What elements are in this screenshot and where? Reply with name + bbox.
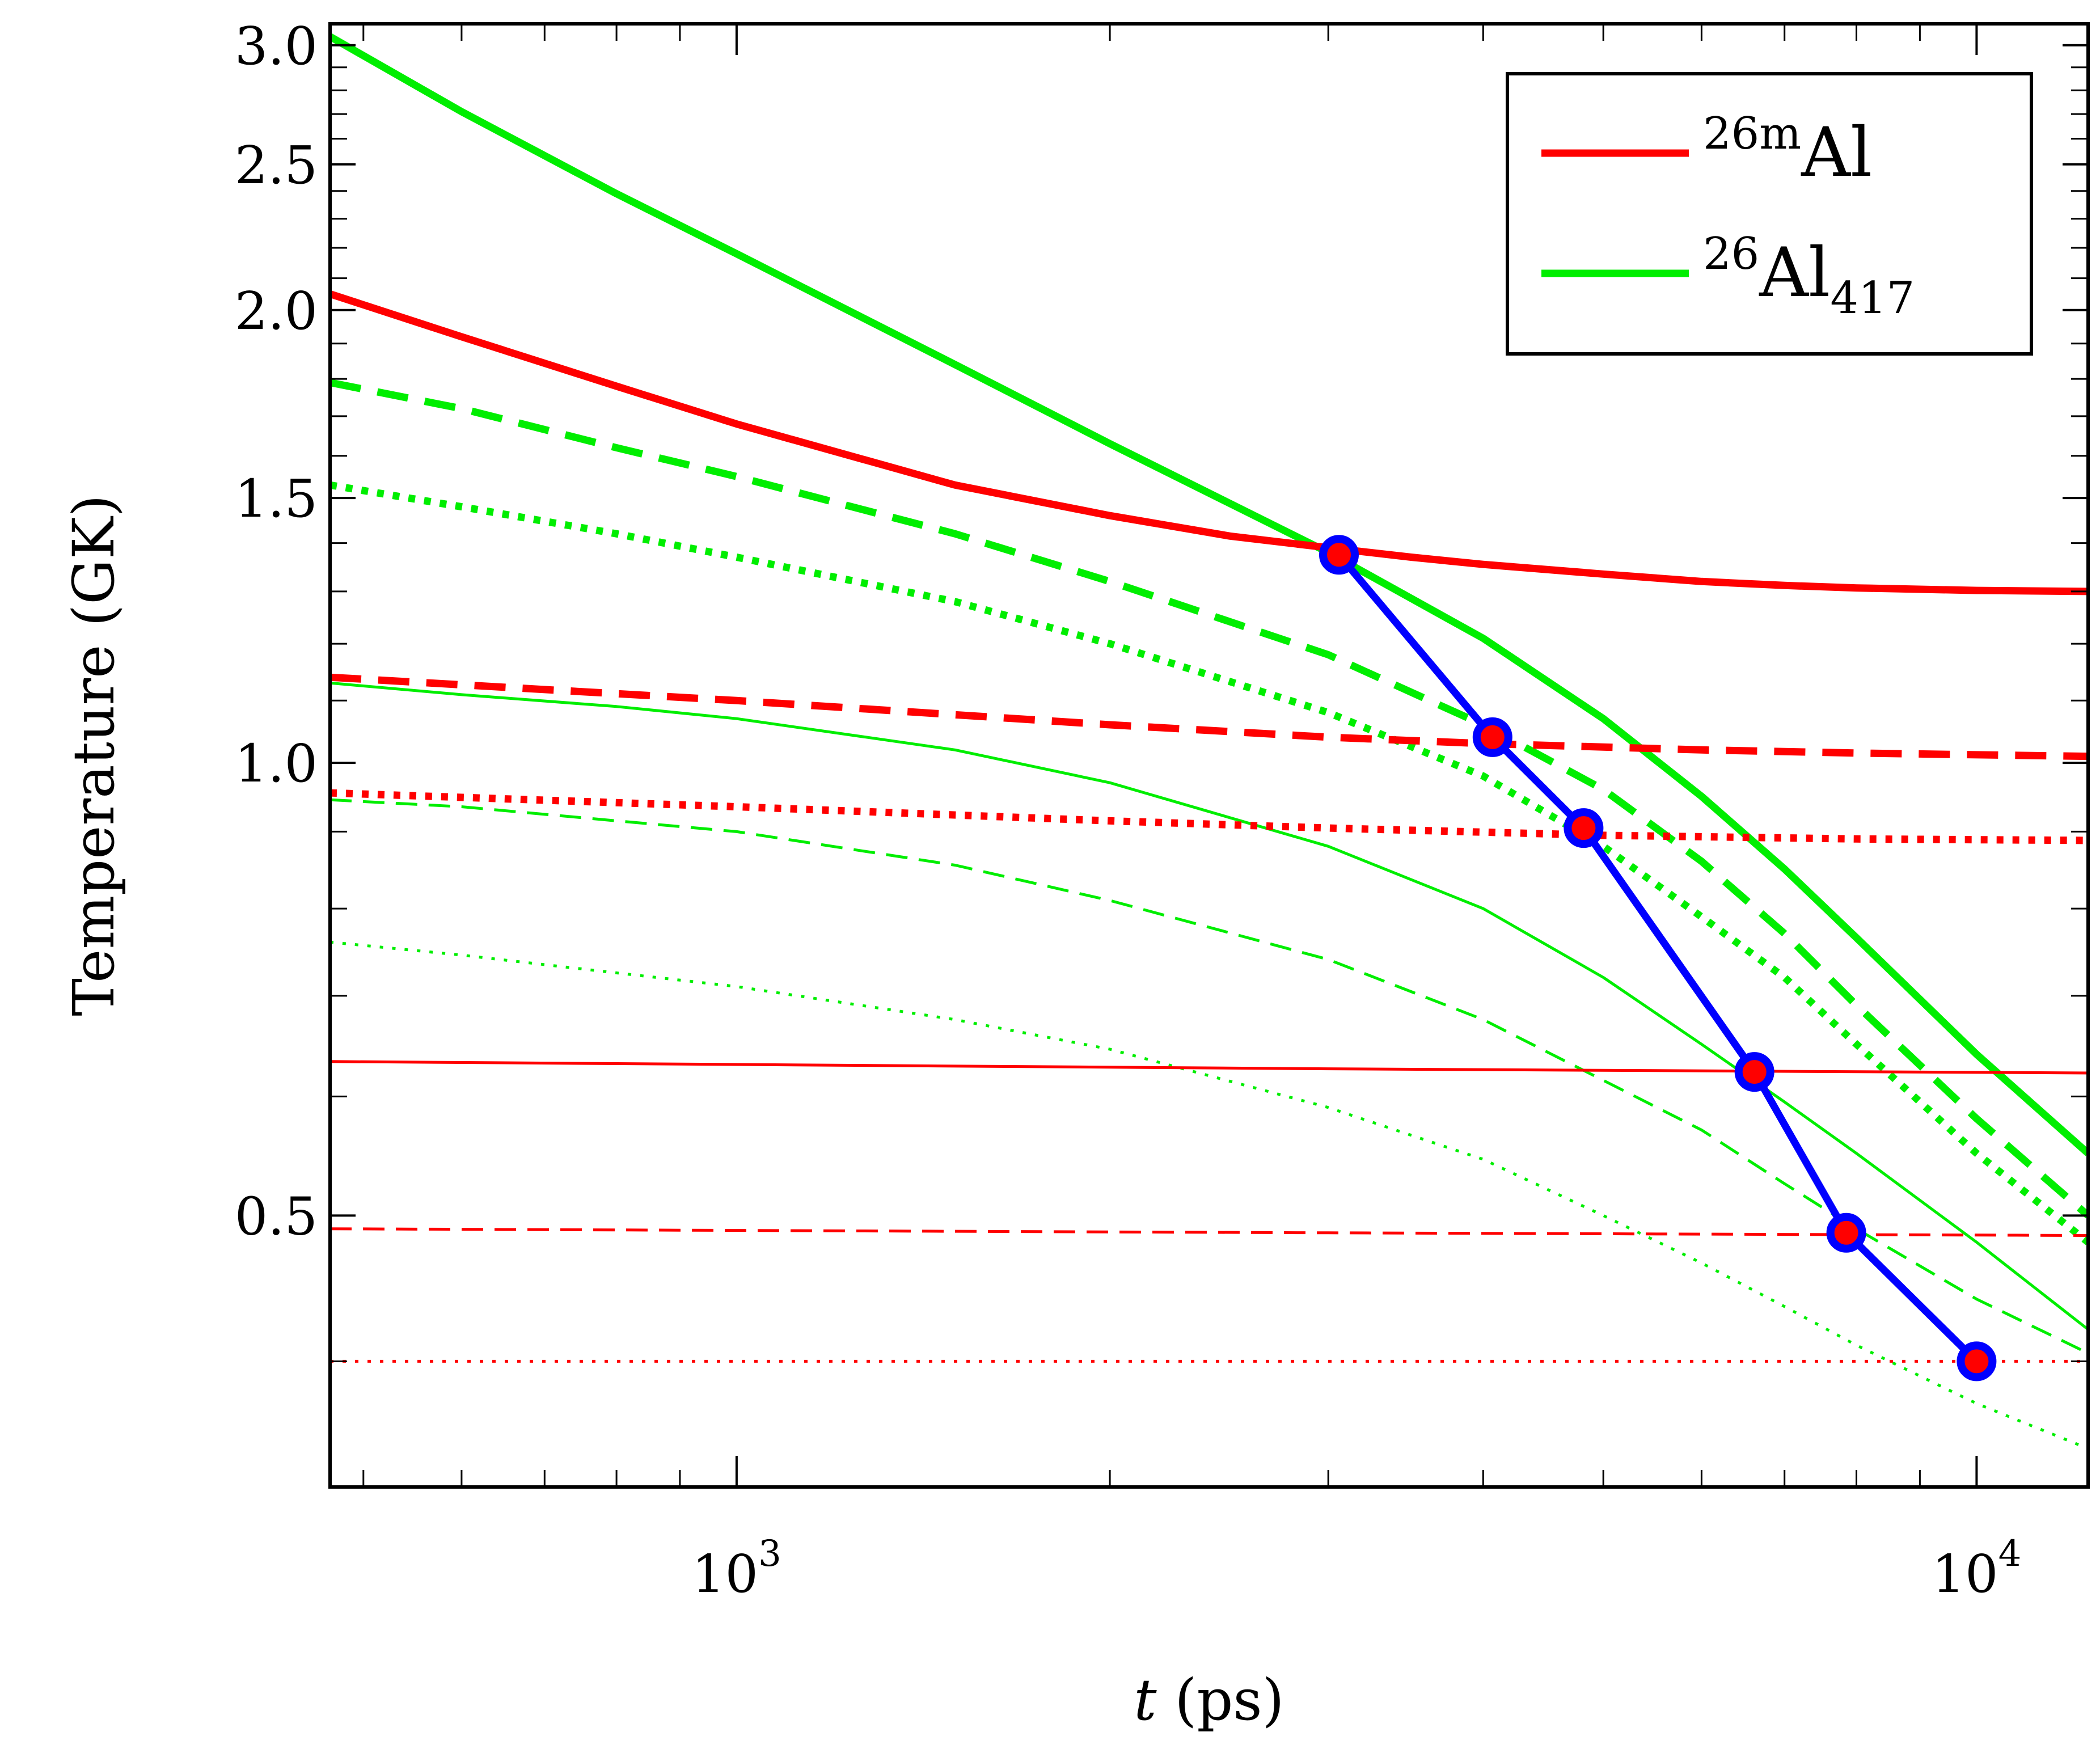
plot-frame [328, 22, 2090, 1489]
intersection-marker [1957, 1341, 1997, 1382]
legend-label-26Al417-superscript: 26 [1703, 229, 1759, 280]
x-tick-label: 104 [1932, 1533, 2022, 1604]
series-line-26mAl-3 [330, 789, 2088, 844]
legend-label-26mAl-element: Al [1801, 113, 1872, 192]
x-axis-variable: t [1134, 1667, 1157, 1733]
series-line-26Al417-1 [330, 33, 2088, 1156]
x-axis-label: t (ps) [1134, 1667, 1284, 1733]
series-line-26Al417-2 [330, 379, 2088, 1219]
legend-label-26Al417-element: Al [1759, 234, 1830, 312]
legend-label-26mAl: 26mAl [1703, 108, 1872, 192]
y-tick-label: 2.0 [235, 281, 318, 341]
series-line-26mAl-1 [330, 290, 2088, 595]
intersection-marker [1319, 535, 1359, 575]
x-tick-label-exponent: 4 [1998, 1533, 2022, 1575]
series-layer [330, 33, 2088, 1450]
y-tick-label: 1.0 [235, 733, 318, 794]
legend-label-26Al417: 26Al417 [1703, 229, 1915, 324]
x-axis-unit: (ps) [1157, 1667, 1284, 1733]
y-tick-label: 2.5 [235, 135, 318, 196]
y-axis-label: Temperature (GK) [61, 495, 127, 1016]
intersection-marker [1734, 1052, 1774, 1092]
series-line-26Al417-3 [330, 481, 2088, 1245]
legend-box [1506, 72, 2033, 356]
series-line-intersections [1336, 552, 1979, 1364]
x-tick-label-base: 10 [692, 1544, 758, 1604]
intersection-marker [1564, 808, 1604, 848]
y-tick-label: 3.0 [235, 16, 318, 77]
series-line-26mAl-4 [330, 1060, 2088, 1075]
legend-label-26mAl-superscript: 26m [1703, 108, 1801, 159]
x-tick-label: 103 [692, 1533, 781, 1604]
series-line-26mAl-2 [330, 673, 2088, 761]
series-line-26Al417-4 [330, 681, 2088, 1331]
intersection-marker [1826, 1213, 1866, 1253]
x-tick-label-base: 10 [1932, 1544, 1998, 1604]
y-tick-label: 0.5 [235, 1186, 318, 1247]
y-tick-label: 1.5 [235, 468, 318, 529]
legend-label-26Al417-subscript: 417 [1830, 273, 1915, 324]
legend: 26mAl 26Al417 [1506, 72, 2033, 356]
series-line-26mAl-5 [330, 1227, 2088, 1237]
x-tick-label-exponent: 3 [758, 1533, 781, 1575]
intersection-marker [1472, 717, 1512, 757]
